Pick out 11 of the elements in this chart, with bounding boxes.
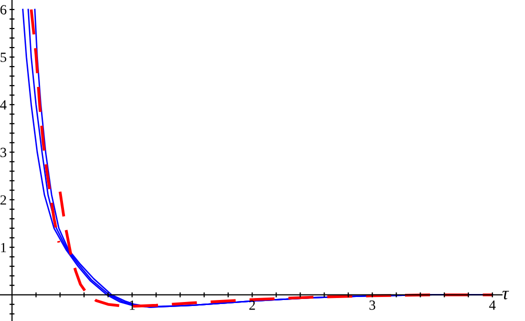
x-axis-title: τ bbox=[502, 290, 510, 300]
x-tick-label: 1 bbox=[130, 300, 135, 310]
y-tick-label: 4 bbox=[0, 100, 7, 110]
x-tick-label: 3 bbox=[369, 300, 376, 310]
x-tick-label: 2 bbox=[249, 300, 255, 310]
y-tick-label: 3 bbox=[0, 148, 6, 158]
x-tick-label: 4 bbox=[489, 300, 496, 310]
y-tick-label: 5 bbox=[0, 52, 6, 62]
y-tick-label: 2 bbox=[0, 195, 6, 205]
y-tick-label: 1 bbox=[1, 242, 6, 252]
y-tick-label: 6 bbox=[0, 5, 6, 14]
